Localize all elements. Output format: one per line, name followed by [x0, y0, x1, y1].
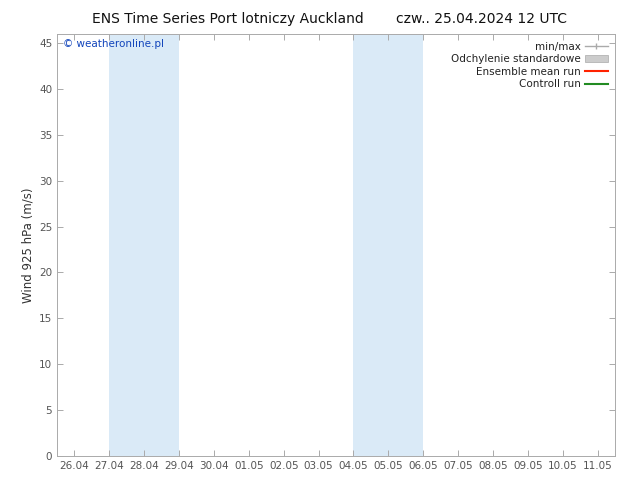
Legend: min/max, Odchylenie standardowe, Ensemble mean run, Controll run: min/max, Odchylenie standardowe, Ensembl…	[449, 40, 610, 92]
Y-axis label: Wind 925 hPa (m/s): Wind 925 hPa (m/s)	[22, 187, 35, 303]
Bar	[354, 34, 424, 456]
Text: czw.. 25.04.2024 12 UTC: czw.. 25.04.2024 12 UTC	[396, 12, 567, 26]
Text: ENS Time Series Port lotniczy Auckland: ENS Time Series Port lotniczy Auckland	[93, 12, 364, 26]
Bar	[110, 34, 179, 456]
Text: © weatheronline.pl: © weatheronline.pl	[63, 39, 164, 49]
